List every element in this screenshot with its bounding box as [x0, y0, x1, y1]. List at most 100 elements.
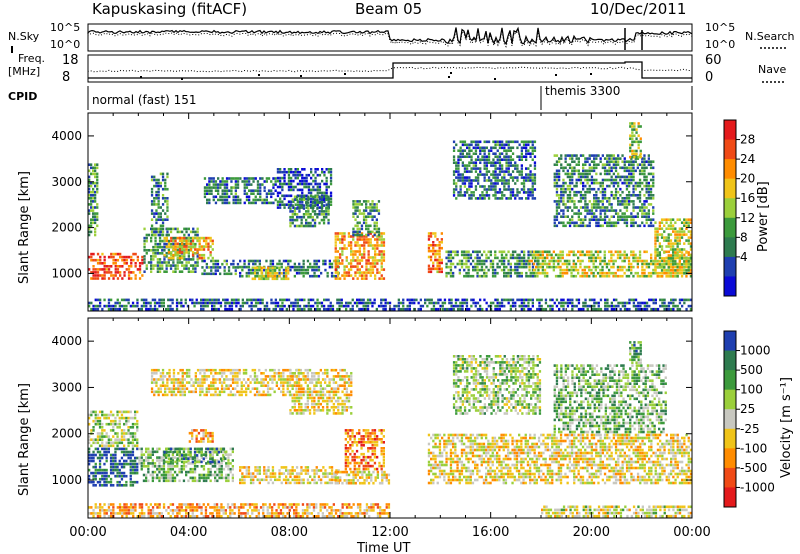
echo-cell	[676, 307, 679, 311]
echo-cell	[652, 262, 655, 266]
echo-cell	[153, 227, 156, 231]
echo-cell	[116, 277, 120, 280]
echo-cell	[595, 197, 598, 200]
echo-cell	[110, 252, 113, 256]
echo-cell	[120, 474, 124, 478]
echo-cell	[352, 203, 355, 206]
echo-cell	[261, 298, 264, 302]
echo-cell	[603, 194, 607, 197]
echo-cell	[283, 298, 286, 302]
echo-cell	[410, 301, 414, 305]
echo-cell	[492, 301, 495, 305]
echo-cell	[638, 200, 642, 203]
echo-cell	[356, 250, 359, 253]
echo-cell	[374, 274, 377, 277]
echo-cell	[363, 247, 366, 250]
echo-cell	[566, 184, 569, 188]
echo-cell	[105, 447, 108, 451]
echo-cell	[259, 301, 262, 305]
echo-cell	[301, 298, 304, 302]
echo-cell	[543, 259, 547, 263]
echo-cell	[371, 206, 374, 209]
echo-cell	[623, 197, 626, 200]
echo-cell	[617, 163, 620, 166]
echo-cell	[143, 255, 146, 258]
echo-cell	[374, 262, 377, 265]
echo-cell	[678, 239, 681, 242]
echo-cell	[498, 161, 502, 164]
echo-cell	[496, 265, 499, 269]
echo-cell	[621, 212, 624, 215]
echo-cell	[520, 271, 523, 275]
echo-cell	[566, 259, 569, 263]
echo-cell	[276, 168, 280, 171]
echo-cell	[689, 245, 693, 248]
echo-cell	[236, 183, 240, 186]
echo-cell	[628, 215, 631, 218]
echo-cell	[356, 233, 359, 237]
echo-cell	[599, 184, 602, 188]
echo-cell	[616, 253, 620, 257]
echo-cell	[579, 172, 583, 176]
echo-cell	[594, 265, 597, 269]
echo-cell	[363, 274, 366, 277]
echo-cell	[127, 274, 131, 277]
echo-cell	[325, 213, 328, 216]
echo-cell	[586, 169, 589, 173]
echo-cell	[228, 189, 231, 192]
echo-cell	[96, 447, 100, 451]
echo-cell	[649, 163, 653, 166]
echo-cell	[225, 198, 229, 202]
echo-cell	[577, 169, 580, 173]
echo-cell	[479, 158, 482, 161]
echo-cell	[181, 261, 184, 264]
echo-cell	[457, 155, 460, 158]
echo-cell	[643, 163, 646, 166]
echo-cell	[634, 271, 637, 275]
echo-cell	[427, 232, 431, 235]
echo-cell	[362, 215, 366, 218]
echo-cell	[92, 218, 95, 221]
echo-cell	[309, 262, 312, 266]
echo-cell	[157, 233, 160, 237]
echo-cell	[150, 178, 154, 182]
echo-cell	[314, 188, 317, 192]
echo-cell	[477, 167, 480, 170]
echo-cell	[206, 183, 209, 186]
echo-cell	[155, 190, 158, 194]
echo-cell	[94, 258, 97, 262]
echo-cell	[608, 166, 611, 170]
echo-cell	[373, 206, 376, 209]
echo-cell	[436, 267, 439, 271]
echo-cell	[676, 218, 679, 221]
echo-cell	[674, 269, 677, 272]
echo-cell	[103, 447, 106, 451]
echo-cell	[610, 190, 613, 194]
echo-cell	[192, 267, 195, 270]
echo-cell	[285, 307, 288, 311]
echo-cell	[496, 298, 499, 302]
echo-cell	[203, 195, 207, 199]
echo-cell	[652, 194, 655, 197]
echo-cell	[463, 298, 466, 302]
echo-cell	[561, 253, 564, 257]
echo-cell	[474, 265, 477, 269]
echo-cell	[92, 209, 95, 212]
echo-cell	[369, 209, 372, 212]
echo-cell	[539, 256, 542, 260]
echo-cell	[116, 252, 120, 256]
echo-cell	[625, 215, 629, 218]
echo-cell	[245, 195, 249, 199]
echo-cell	[367, 238, 370, 241]
echo-cell	[509, 188, 512, 191]
echo-cell	[586, 203, 589, 206]
echo-cell	[656, 236, 659, 239]
echo-cell	[466, 179, 469, 182]
echo-cell	[360, 298, 363, 302]
echo-cell	[582, 172, 585, 176]
echo-cell	[631, 122, 634, 125]
echo-cell	[88, 181, 91, 185]
echo-cell	[562, 212, 565, 215]
echo-cell	[377, 227, 381, 231]
echo-cell	[325, 203, 328, 206]
